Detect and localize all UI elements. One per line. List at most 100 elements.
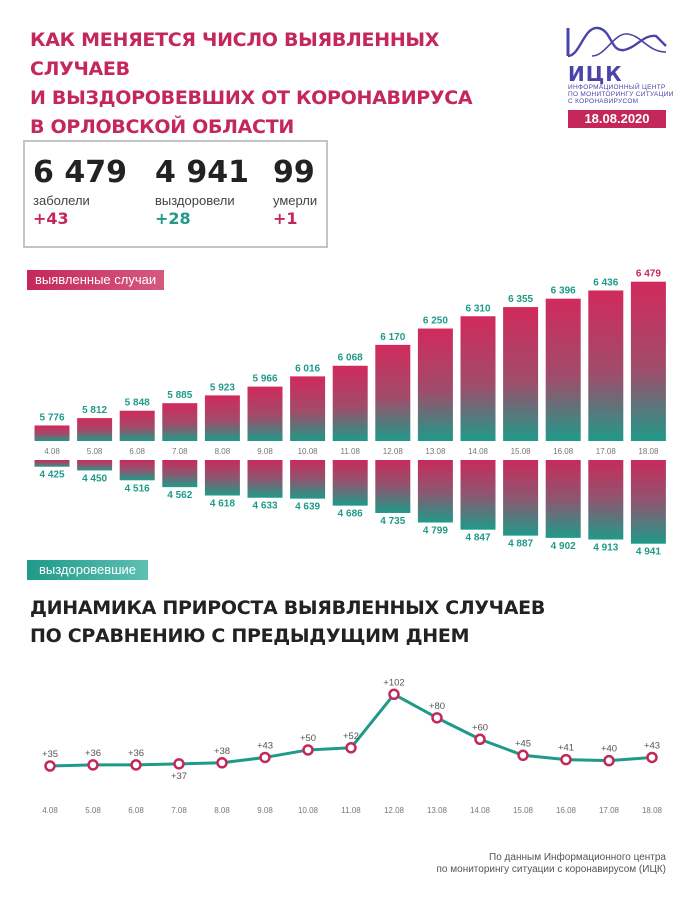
recovered-data-label: 4 633	[252, 501, 277, 512]
recovered-data-label: 4 941	[636, 547, 661, 558]
recovered-bar	[247, 460, 283, 498]
growth-data-label: +36	[85, 748, 101, 759]
date-tick-label: 4.08	[44, 447, 60, 456]
stat-delta: +28	[155, 209, 191, 228]
growth-data-label: +102	[383, 677, 404, 688]
growth-data-label: +43	[644, 740, 660, 751]
cases-bar	[34, 425, 70, 441]
cases-bar	[545, 298, 581, 441]
growth-data-label: +52	[343, 731, 359, 742]
date-tick-label: 17.08	[596, 447, 617, 456]
growth-data-label: +41	[558, 743, 574, 754]
date-tick-label: 16.08	[553, 447, 574, 456]
cases-data-label: 6 396	[551, 286, 576, 297]
stats-box: 6 479 заболели +43 4 941 выздоровели +28…	[23, 140, 328, 248]
growth-point	[603, 754, 615, 767]
growth-point	[388, 688, 400, 701]
cases-bar	[417, 328, 453, 441]
date-tick-label: 11.08	[341, 806, 361, 815]
stat-label: умерли	[273, 193, 318, 208]
cases-data-label: 5 966	[252, 374, 277, 385]
growth-data-label: +35	[42, 749, 58, 760]
growth-data-label: +60	[472, 722, 488, 733]
recovered-data-label: 4 562	[167, 490, 192, 501]
cases-bar	[119, 410, 155, 441]
cases-bar	[588, 290, 624, 441]
cases-data-label: 6 250	[423, 316, 448, 327]
recovered-bar	[630, 460, 666, 544]
stat-label: выздоровели	[155, 193, 235, 208]
recovered-data-label: 4 913	[593, 543, 618, 554]
growth-point	[130, 759, 142, 771]
growth-point	[474, 733, 486, 745]
logo-word: ИЦК	[568, 62, 623, 86]
recovered-data-label: 4 425	[39, 470, 64, 481]
section-title: Динамика прироста выявленных случаев по …	[30, 594, 545, 650]
date-tick-label: 15.08	[511, 447, 532, 456]
growth-point	[345, 742, 357, 754]
growth-point	[259, 751, 271, 764]
logo-sub-line: по мониторингу ситуации	[568, 91, 674, 98]
date-tick-label: 9.08	[257, 806, 273, 815]
growth-data-label: +45	[515, 738, 531, 749]
date-tick-label: 8.08	[215, 447, 231, 456]
stat-label: заболели	[33, 193, 90, 208]
recovered-bar	[503, 460, 539, 536]
recovered-data-label: 4 618	[210, 499, 235, 510]
cases-data-label: 5 812	[82, 405, 107, 416]
date-tick-label: 14.08	[468, 447, 489, 456]
date-tick-label: 13.08	[425, 447, 446, 456]
recovered-bar	[290, 460, 326, 499]
date-tick-label: 12.08	[383, 447, 404, 456]
date-tick-label: 7.08	[172, 447, 188, 456]
cases-bar	[503, 307, 539, 441]
title-line: в Орловской области	[30, 116, 294, 138]
date-tick-label: 11.08	[340, 447, 360, 456]
date-tick-label: 5.08	[85, 806, 101, 815]
date-tick-label: 5.08	[87, 447, 103, 456]
logo-subtitle: Информационный центр по мониторингу ситу…	[568, 84, 678, 105]
section-title-line: Динамика прироста выявленных случаев	[30, 597, 546, 619]
growth-point	[560, 753, 572, 766]
cases-data-label: 6 355	[508, 294, 533, 305]
cases-data-label: 5 923	[210, 382, 235, 393]
recovered-bar	[119, 460, 155, 481]
recovered-data-label: 4 799	[423, 526, 448, 537]
stat-died: 99 умерли +1	[273, 156, 317, 230]
growth-point	[431, 712, 443, 724]
cases-data-label: 6 479	[636, 269, 661, 280]
cases-bar	[375, 344, 411, 441]
stat-value: 4 941	[155, 155, 249, 190]
growth-point	[646, 751, 658, 764]
recovered-data-label: 4 450	[82, 473, 107, 484]
growth-point	[302, 744, 314, 756]
stat-value: 99	[273, 155, 315, 190]
recovered-data-label: 4 847	[465, 533, 490, 544]
date-tick-label: 10.08	[298, 806, 319, 815]
cases-bar	[460, 316, 496, 441]
date-tick-label: 15.08	[513, 806, 534, 815]
growth-data-label: +50	[300, 733, 316, 744]
cases-data-label: 5 885	[167, 390, 192, 401]
recovered-data-label: 4 902	[551, 541, 576, 552]
cases-legend-label: выявленные случаи	[27, 270, 165, 290]
date-tick-label: 18.08	[638, 447, 659, 456]
recovered-bar	[77, 460, 113, 471]
section-title-line: по сравнению с предыдущим днем	[30, 625, 470, 647]
stat-infected: 6 479 заболели +43	[33, 156, 127, 230]
date-tick-label: 14.08	[470, 806, 491, 815]
growth-data-label: +36	[128, 748, 144, 759]
recovered-data-label: 4 887	[508, 539, 533, 550]
growth-point	[173, 758, 185, 770]
stat-delta: +1	[273, 209, 298, 228]
recovered-bar	[162, 460, 198, 488]
growth-point	[216, 757, 228, 769]
date-tick-label: 13.08	[427, 806, 448, 815]
growth-point	[87, 759, 99, 771]
logo-sub-line: Информационный центр	[568, 84, 666, 91]
date-tick-label: 18.08	[642, 806, 663, 815]
cases-data-label: 5 776	[39, 412, 64, 423]
logo: ИЦК Информационный центр по мониторингу …	[562, 22, 673, 105]
cases-bar	[162, 403, 198, 441]
